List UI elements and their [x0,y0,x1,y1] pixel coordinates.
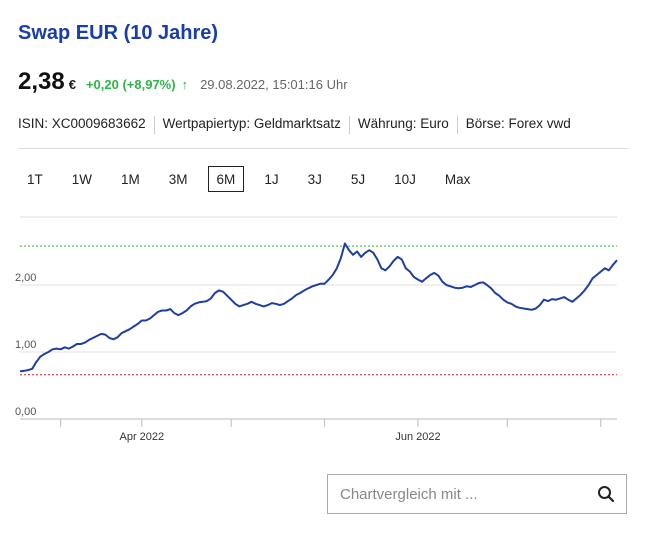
price-value: 2,38 [18,68,65,95]
info-type: Wertpapiertyp: Geldmarktsatz [162,116,341,131]
currency-symbol: € [68,77,76,92]
chart-compare-search [327,474,627,514]
security-info: ISIN: XC0009683662 Wertpapiertyp: Geldma… [18,116,571,134]
page-title: Swap EUR (10 Jahre) [18,22,219,44]
x-tick-label: Apr 2022 [120,431,165,443]
x-tick-label: Jun 2022 [395,431,440,443]
range-button-6m[interactable]: 6M [207,166,245,192]
info-exchange: Börse: Forex vwd [465,116,571,131]
y-tick-label: 2,00 [15,272,36,284]
range-button-3j[interactable]: 3J [307,172,322,187]
quote-row: 2,38 € +0,20 (+8,97%) ↑ 29.08.2022, 15:0… [18,68,348,96]
range-button-1w[interactable]: 1W [71,172,93,187]
range-button-3m[interactable]: 3M [168,172,188,187]
chart-compare-input[interactable] [338,484,586,504]
range-button-5j[interactable]: 5J [350,172,366,187]
info-currency: Währung: Euro [357,116,449,131]
price-series-line [19,242,618,373]
range-button-10j[interactable]: 10J [394,172,416,187]
info-separator [153,116,155,134]
info-separator [456,116,458,134]
info-isin: ISIN: XC0009683662 [18,116,146,131]
arrow-up-icon: ↑ [181,77,189,92]
y-tick-label: 1,00 [15,339,36,351]
time-range-selector: 1T 1W 1M 3M 6M 1J 3J 5J 10J Max [18,166,490,192]
range-button-1t[interactable]: 1T [27,172,43,187]
divider [18,148,628,149]
info-separator [348,116,350,134]
range-button-max[interactable]: Max [444,172,471,187]
range-button-1j[interactable]: 1J [264,172,279,187]
search-icon[interactable] [586,485,626,503]
price-change: +0,20 (+8,97%) [85,77,176,92]
quote-timestamp: 29.08.2022, 15:01:16 Uhr [200,77,348,92]
range-button-1m[interactable]: 1M [121,172,140,187]
y-tick-label: 0,00 [15,406,36,418]
